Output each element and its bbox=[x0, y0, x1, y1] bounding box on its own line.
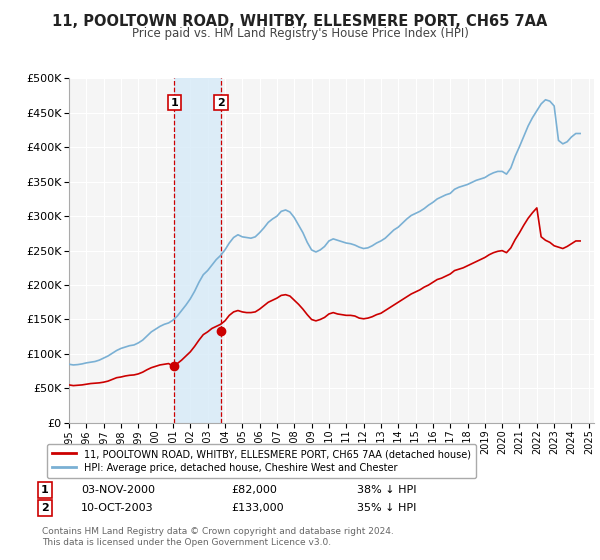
Bar bbox=[175, 78, 221, 423]
Legend: 11, POOLTOWN ROAD, WHITBY, ELLESMERE PORT, CH65 7AA (detached house), HPI: Avera: 11, POOLTOWN ROAD, WHITBY, ELLESMERE POR… bbox=[47, 445, 476, 478]
Text: £133,000: £133,000 bbox=[231, 503, 284, 513]
Text: 35% ↓ HPI: 35% ↓ HPI bbox=[357, 503, 416, 513]
Text: 38% ↓ HPI: 38% ↓ HPI bbox=[357, 485, 416, 495]
Text: 10-OCT-2003: 10-OCT-2003 bbox=[81, 503, 154, 513]
Text: Price paid vs. HM Land Registry's House Price Index (HPI): Price paid vs. HM Land Registry's House … bbox=[131, 27, 469, 40]
Text: 2: 2 bbox=[41, 503, 49, 513]
Text: Contains HM Land Registry data © Crown copyright and database right 2024.: Contains HM Land Registry data © Crown c… bbox=[42, 528, 394, 536]
Text: This data is licensed under the Open Government Licence v3.0.: This data is licensed under the Open Gov… bbox=[42, 538, 331, 547]
Text: 11, POOLTOWN ROAD, WHITBY, ELLESMERE PORT, CH65 7AA: 11, POOLTOWN ROAD, WHITBY, ELLESMERE POR… bbox=[52, 14, 548, 29]
Text: 03-NOV-2000: 03-NOV-2000 bbox=[81, 485, 155, 495]
Text: 1: 1 bbox=[170, 97, 178, 108]
Text: 2: 2 bbox=[217, 97, 225, 108]
Text: 1: 1 bbox=[41, 485, 49, 495]
Text: £82,000: £82,000 bbox=[231, 485, 277, 495]
